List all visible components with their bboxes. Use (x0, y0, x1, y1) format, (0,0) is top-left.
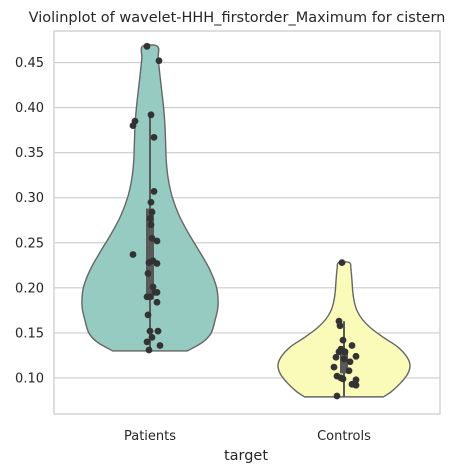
data-point (352, 376, 360, 384)
data-point (148, 208, 156, 216)
data-point (154, 327, 162, 335)
data-point (144, 311, 152, 319)
y-tick-label: 0.25 (15, 236, 44, 251)
violins (81, 44, 411, 398)
y-tick-label: 0.40 (15, 101, 44, 116)
data-point (146, 327, 154, 335)
data-point (155, 57, 163, 65)
data-point (150, 188, 158, 195)
data-point (333, 392, 341, 400)
data-point (348, 342, 356, 349)
data-point (153, 288, 161, 296)
data-point (148, 334, 156, 341)
data-point (148, 234, 156, 242)
data-point (345, 367, 353, 375)
data-point (352, 352, 360, 360)
data-point (156, 342, 164, 349)
y-tick-label: 0.10 (15, 371, 44, 386)
data-point (144, 270, 152, 277)
x-axis-ticks: Patients Controls (124, 429, 371, 444)
data-point (330, 363, 338, 371)
data-point (339, 375, 347, 383)
data-point (340, 355, 348, 363)
y-tick-label: 0.20 (15, 281, 44, 296)
data-point (145, 346, 153, 354)
data-point (150, 133, 158, 141)
data-point (143, 338, 151, 346)
data-points (129, 42, 360, 400)
data-point (146, 215, 154, 222)
data-point (338, 259, 346, 267)
data-point (147, 111, 155, 119)
y-tick-label: 0.15 (15, 326, 44, 341)
data-point (339, 336, 347, 344)
data-point (147, 221, 155, 229)
data-point (153, 298, 161, 306)
data-point (346, 358, 354, 366)
x-tick-label: Patients (124, 429, 176, 444)
data-point (149, 283, 157, 291)
data-point (129, 122, 137, 130)
data-point (336, 322, 344, 330)
data-point (341, 348, 349, 356)
x-axis-label: target (224, 448, 268, 464)
plot-frame (53, 30, 441, 415)
iqr-box-patients (146, 208, 154, 300)
data-point (153, 237, 161, 245)
y-tick-label: 0.45 (15, 56, 44, 71)
data-point (352, 381, 360, 389)
y-tick-label: 0.30 (15, 191, 44, 206)
data-point (129, 251, 137, 258)
data-point (146, 293, 154, 301)
data-point (147, 198, 155, 206)
data-point (332, 353, 340, 361)
y-tick-label: 0.35 (15, 146, 44, 161)
data-point (153, 260, 161, 267)
y-axis-ticks: 0.10 0.15 0.20 0.25 0.30 0.35 0.40 0.45 (15, 56, 44, 386)
data-point (143, 42, 151, 50)
x-tick-label: Controls (317, 429, 371, 444)
chart-title: Violinplot of wavelet-HHH_firstorder_Max… (29, 10, 446, 26)
